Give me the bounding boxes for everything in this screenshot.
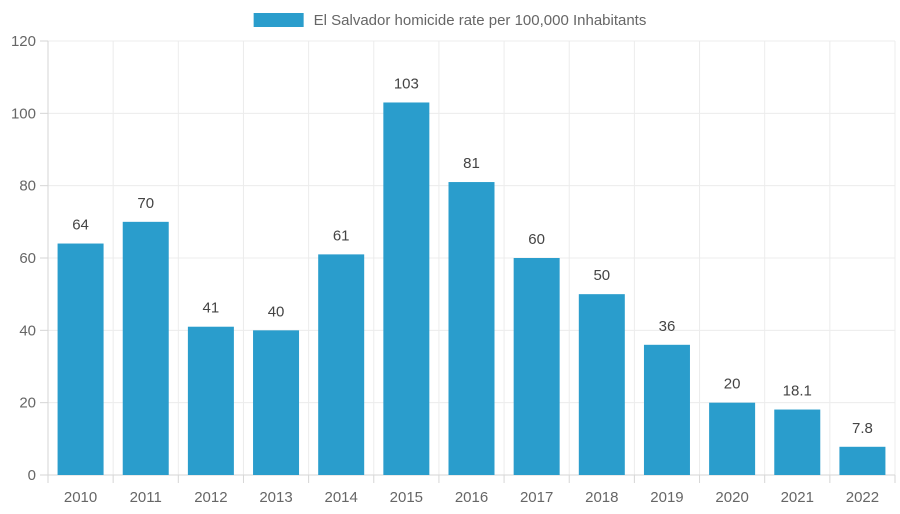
data-label: 81 bbox=[463, 155, 480, 172]
x-tick-label: 2022 bbox=[846, 489, 879, 506]
x-tick-label: 2021 bbox=[781, 489, 814, 506]
bar[interactable] bbox=[643, 344, 690, 475]
x-tick-label: 2011 bbox=[130, 489, 162, 506]
bar[interactable] bbox=[187, 326, 234, 475]
data-label: 18.1 bbox=[783, 383, 812, 400]
bar[interactable] bbox=[383, 102, 430, 475]
bar[interactable] bbox=[57, 243, 104, 475]
bar[interactable] bbox=[709, 402, 756, 475]
y-tick-label: 20 bbox=[19, 395, 36, 412]
x-tick-label: 2020 bbox=[715, 489, 748, 506]
bars bbox=[57, 102, 886, 476]
x-tick-label: 2019 bbox=[650, 489, 683, 506]
x-tick-label: 2016 bbox=[455, 489, 488, 506]
axes: 0 20 40 60 80 100 120 2010 2011 2012 2013 2014 2015 2… bbox=[11, 33, 896, 506]
bar[interactable] bbox=[513, 258, 560, 475]
x-tick-label: 2013 bbox=[259, 489, 292, 506]
data-label: 50 bbox=[593, 267, 610, 284]
data-label: 103 bbox=[394, 75, 419, 92]
x-tick-label: 2010 bbox=[64, 489, 97, 506]
data-label: 36 bbox=[659, 318, 676, 335]
x-tick-label: 2014 bbox=[325, 489, 358, 506]
x-tick-label: 2015 bbox=[390, 489, 423, 506]
data-label: 70 bbox=[137, 195, 154, 212]
data-label: 7.8 bbox=[852, 420, 873, 437]
legend[interactable]: El Salvador homicide rate per 100,000 In… bbox=[253, 12, 647, 29]
bar[interactable] bbox=[774, 409, 821, 475]
data-label: 60 bbox=[528, 231, 545, 248]
y-tick-label: 100 bbox=[11, 105, 36, 122]
y-tick-label: 120 bbox=[11, 33, 36, 50]
y-tick-label: 80 bbox=[19, 178, 36, 195]
data-labels: 64 70 41 40 61 103 81 60 50 36 20 18.1 7.8 bbox=[72, 75, 873, 436]
bar[interactable] bbox=[318, 254, 365, 475]
y-tick-label: 40 bbox=[19, 322, 36, 339]
data-label: 40 bbox=[268, 303, 285, 320]
y-tick-label: 0 bbox=[28, 467, 36, 484]
bar[interactable] bbox=[839, 446, 886, 475]
bar[interactable] bbox=[578, 294, 625, 475]
y-tick-label: 60 bbox=[19, 250, 36, 267]
x-tick-label: 2017 bbox=[520, 489, 553, 506]
data-label: 61 bbox=[333, 227, 350, 244]
x-tick-label: 2018 bbox=[585, 489, 618, 506]
x-tick-label: 2012 bbox=[194, 489, 227, 506]
legend-swatch[interactable] bbox=[253, 13, 304, 27]
legend-label[interactable]: El Salvador homicide rate per 100,000 In… bbox=[314, 12, 647, 29]
bar[interactable] bbox=[122, 221, 169, 475]
data-label: 41 bbox=[203, 300, 220, 317]
bar[interactable] bbox=[253, 330, 300, 475]
data-label: 64 bbox=[72, 217, 89, 234]
data-label: 20 bbox=[724, 376, 741, 393]
bar[interactable] bbox=[448, 182, 495, 476]
